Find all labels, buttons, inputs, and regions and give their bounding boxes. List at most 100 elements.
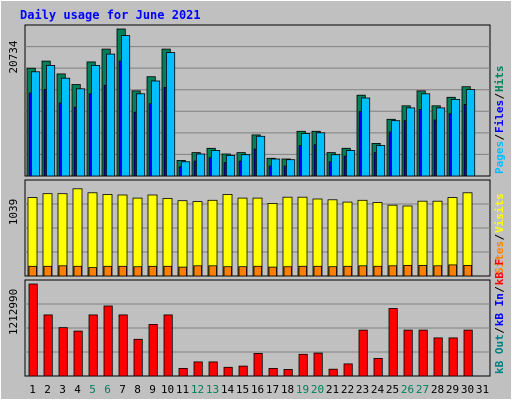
bar-pages-day-14 bbox=[225, 154, 236, 177]
bar-kb-f-day-23 bbox=[358, 329, 368, 377]
bar-kb-f-day-1 bbox=[28, 283, 38, 377]
bar-pages-day-26 bbox=[405, 107, 416, 177]
bar-sites-day-19 bbox=[298, 265, 307, 277]
bar-kb-f-day-27 bbox=[418, 329, 428, 377]
bar-pages-day-19 bbox=[300, 133, 311, 177]
bar-pages-day-23 bbox=[360, 97, 371, 177]
bar-visits-day-7 bbox=[117, 194, 128, 277]
bar-visits-day-4 bbox=[72, 188, 83, 277]
bar-visits-day-13 bbox=[207, 199, 218, 277]
bar-pages-day-15 bbox=[240, 154, 251, 177]
legend-kbf-kbin-kbout: kB Out/kB In/kB F bbox=[493, 259, 506, 374]
max-label: 1212990 bbox=[7, 289, 20, 335]
panel-visits-sites: 1039 Sites/Visits bbox=[7, 179, 506, 277]
x-tick-label: 10 bbox=[161, 383, 174, 396]
bar-visits-day-2 bbox=[42, 193, 53, 277]
bar-sites-day-27 bbox=[418, 264, 427, 277]
bar-visits-day-20 bbox=[312, 198, 323, 277]
legend-kb-in: kB In bbox=[493, 293, 506, 326]
bar-visits-day-9 bbox=[147, 194, 158, 277]
bar-kb-f-day-21 bbox=[328, 368, 338, 377]
bar-sites-day-24 bbox=[373, 265, 382, 277]
chart-title: Daily usage for June 2021 bbox=[20, 8, 201, 22]
bar-pages-day-9 bbox=[150, 80, 161, 177]
bar-kb-f-day-20 bbox=[313, 352, 323, 377]
bar-kb-f-day-9 bbox=[148, 323, 158, 377]
bar-visits-day-21 bbox=[327, 199, 338, 277]
bar-kb-f-day-5 bbox=[88, 314, 98, 377]
legend-separator: / bbox=[493, 234, 506, 241]
bar-kb-f-day-24 bbox=[373, 357, 383, 377]
bar-visits-day-24 bbox=[372, 202, 383, 277]
bar-kb-f-day-22 bbox=[343, 363, 353, 377]
x-tick-label: 6 bbox=[104, 383, 111, 396]
bar-kb-f-day-10 bbox=[163, 314, 173, 377]
bar-visits-day-1 bbox=[27, 197, 38, 277]
x-tick-label: 18 bbox=[281, 383, 294, 396]
x-tick-label: 24 bbox=[371, 383, 385, 396]
bar-sites-day-8 bbox=[133, 266, 142, 277]
x-tick-label: 21 bbox=[326, 383, 339, 396]
bar-sites-day-1 bbox=[28, 265, 37, 277]
bar-sites-day-10 bbox=[163, 265, 172, 277]
bar-pages-day-25 bbox=[390, 120, 401, 177]
bar-sites-day-21 bbox=[328, 266, 337, 277]
bar-kb-f-day-18 bbox=[283, 368, 293, 377]
bar-kb-f-day-29 bbox=[448, 337, 458, 377]
bar-pages-day-12 bbox=[195, 153, 206, 177]
legend-hits: Hits bbox=[493, 66, 506, 93]
x-tick-label: 2 bbox=[44, 383, 51, 396]
bar-pages-day-18 bbox=[285, 159, 296, 177]
legend-kb-out: kB Out bbox=[493, 334, 506, 374]
bar-sites-day-6 bbox=[103, 265, 112, 277]
bar-kb-f-day-14 bbox=[223, 366, 233, 377]
bar-visits-day-12 bbox=[192, 201, 203, 277]
x-tick-label: 31 bbox=[476, 383, 489, 396]
x-tick-label: 25 bbox=[386, 383, 399, 396]
x-tick-label: 27 bbox=[416, 383, 429, 396]
bar-visits-day-25 bbox=[387, 204, 398, 277]
bar-pages-day-29 bbox=[450, 99, 461, 177]
bar-sites-day-29 bbox=[448, 264, 457, 277]
bar-visits-day-18 bbox=[282, 196, 293, 277]
x-tick-label: 23 bbox=[356, 383, 369, 396]
bar-pages-day-28 bbox=[435, 107, 446, 177]
bar-sites-day-14 bbox=[223, 266, 232, 277]
bar-kb-f-day-17 bbox=[268, 367, 278, 377]
bar-visits-day-22 bbox=[342, 201, 353, 277]
bar-visits-day-3 bbox=[57, 193, 68, 277]
x-tick-label: 11 bbox=[176, 383, 189, 396]
bar-pages-day-11 bbox=[180, 161, 191, 177]
bar-kb-f-day-30 bbox=[463, 329, 473, 377]
x-tick-label: 14 bbox=[221, 383, 235, 396]
bar-sites-day-13 bbox=[208, 265, 217, 277]
bar-sites-day-11 bbox=[178, 266, 187, 277]
bar-visits-day-28 bbox=[432, 200, 443, 277]
x-tick-label: 29 bbox=[446, 383, 459, 396]
bar-visits-day-17 bbox=[267, 202, 278, 277]
bar-visits-day-14 bbox=[222, 194, 233, 277]
bar-visits-day-23 bbox=[357, 199, 368, 277]
bar-pages-day-21 bbox=[330, 154, 341, 177]
bar-kb-f-day-6 bbox=[103, 305, 113, 377]
bar-pages-day-2 bbox=[46, 65, 56, 177]
bar-pages-day-10 bbox=[165, 52, 176, 177]
x-tick-label: 22 bbox=[341, 383, 354, 396]
legend-files: Files bbox=[493, 100, 506, 133]
bar-kb-f-day-8 bbox=[133, 338, 143, 377]
bar-pages-day-16 bbox=[255, 135, 266, 177]
bar-pages-day-20 bbox=[315, 132, 326, 177]
bar-sites-day-3 bbox=[58, 265, 67, 277]
bar-pages-day-7 bbox=[121, 35, 131, 177]
bar-sites-day-22 bbox=[343, 265, 352, 277]
bar-sites-day-17 bbox=[268, 266, 277, 277]
x-tick-label: 8 bbox=[134, 383, 141, 396]
x-tick-label: 30 bbox=[461, 383, 474, 396]
bar-kb-f-day-3 bbox=[58, 327, 68, 377]
x-tick-label: 9 bbox=[149, 383, 156, 396]
bar-kb-f-day-7 bbox=[118, 314, 128, 377]
bar-kb-f-day-16 bbox=[253, 352, 263, 377]
bar-pages-day-4 bbox=[76, 88, 86, 177]
